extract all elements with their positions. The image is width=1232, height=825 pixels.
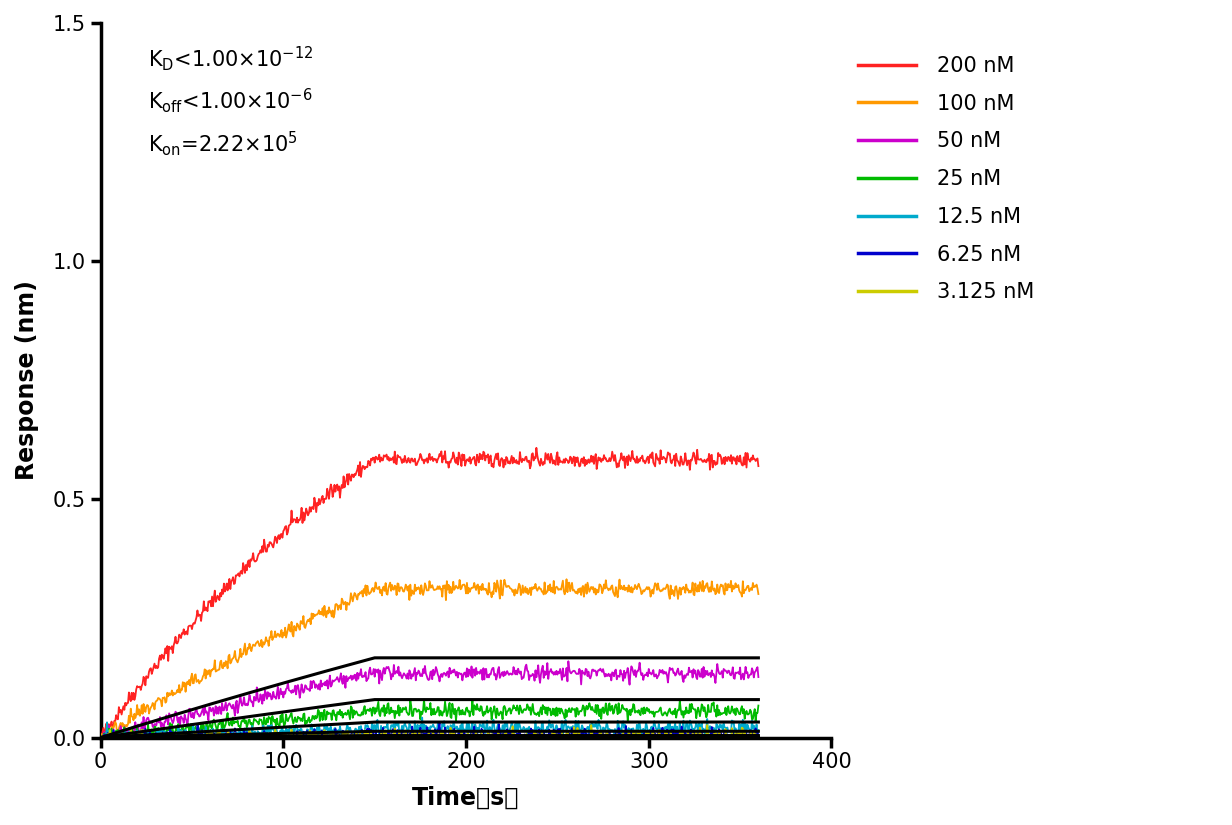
X-axis label: Time（s）: Time（s） [413, 786, 520, 810]
Y-axis label: Response (nm): Response (nm) [15, 280, 39, 480]
Text: $\mathrm{K_D}$<1.00×10$^{-12}$
$\mathrm{K_{off}}$<1.00×10$^{-6}$
$\mathrm{K_{on}: $\mathrm{K_D}$<1.00×10$^{-12}$ $\mathrm{… [148, 45, 313, 158]
Legend: 200 nM, 100 nM, 50 nM, 25 nM, 12.5 nM, 6.25 nM, 3.125 nM: 200 nM, 100 nM, 50 nM, 25 nM, 12.5 nM, 6… [849, 48, 1042, 311]
